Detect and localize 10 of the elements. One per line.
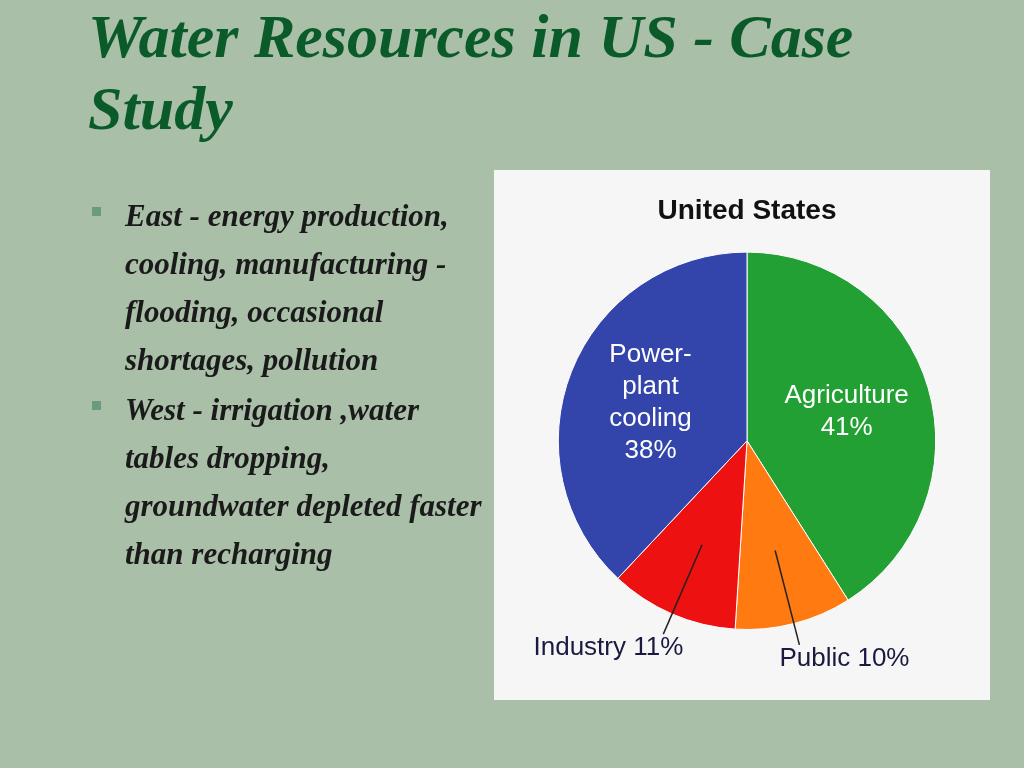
slice-label: Power-plant cooling: [609, 337, 692, 432]
data-label: 38%: [624, 433, 677, 464]
chart-title: United States: [657, 193, 837, 225]
text: West - irrigation ,water tables dropping, groundwater depleted faster than recharging: [125, 392, 482, 571]
slice-label: Public 10%: [779, 642, 910, 673]
slice-label: Industry 11%: [533, 631, 684, 662]
data-label: 41%: [820, 411, 873, 442]
text: East - energy production, cooling, manufacturing - flooding, occasional shortages, pollution: [125, 198, 449, 377]
text: Water Resources in US - Case Study: [88, 1, 855, 144]
slice-label: Agriculture: [784, 379, 909, 410]
